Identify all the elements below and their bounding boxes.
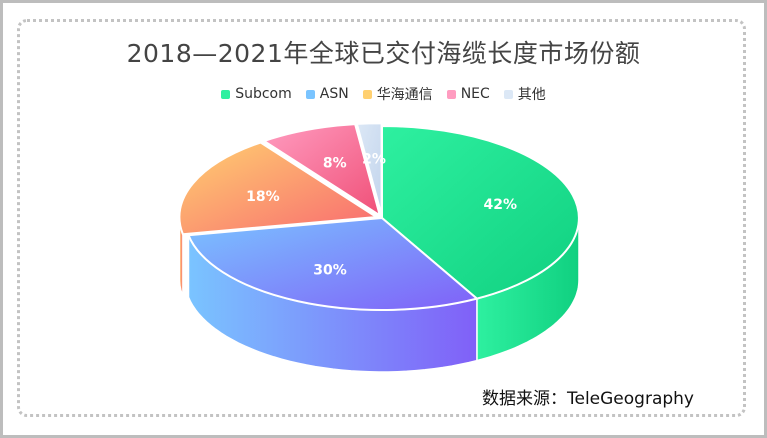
legend-item-asn[interactable]: ASN — [305, 84, 349, 104]
legend-swatch — [221, 89, 231, 99]
data-label-huahai: 18% — [246, 189, 280, 205]
legend-label: NEC — [460, 86, 490, 102]
legend-swatch — [446, 89, 456, 99]
legend-item-huahai[interactable]: 华海通信 — [362, 84, 433, 104]
data-label-nec: 8% — [323, 155, 347, 171]
legend-item-subcom[interactable]: Subcom — [221, 84, 292, 104]
legend-label: Subcom — [235, 86, 292, 102]
legend-label: 其他 — [517, 87, 546, 103]
pie-slice-subcom[interactable] — [381, 124, 580, 300]
chart-title: 2018—2021年全球已交付海缆长度市场份额 — [126, 39, 641, 68]
data-label-subcom: 42% — [484, 197, 518, 213]
chart-border — [17, 19, 746, 417]
legend-swatch — [362, 89, 372, 99]
pie-slice-other[interactable] — [355, 122, 383, 216]
legend-label: 华海通信 — [376, 87, 433, 103]
legend-label: ASN — [319, 86, 349, 102]
data-source: 数据来源：TeleGeography — [482, 389, 694, 409]
legend-swatch — [305, 89, 315, 99]
pie-slice-nec[interactable] — [261, 123, 382, 218]
data-label-other: 2% — [362, 151, 386, 167]
data-label-asn: 30% — [313, 263, 347, 279]
legend-item-other[interactable]: 其他 — [503, 84, 546, 104]
legend-swatch — [503, 89, 513, 99]
chart-legend: Subcom ASN 华海通信 NEC 其他 — [0, 84, 767, 104]
legend-item-nec[interactable]: NEC — [446, 84, 490, 104]
pie-slice-huahai[interactable] — [178, 141, 380, 236]
pie-slice-asn[interactable] — [187, 216, 480, 311]
